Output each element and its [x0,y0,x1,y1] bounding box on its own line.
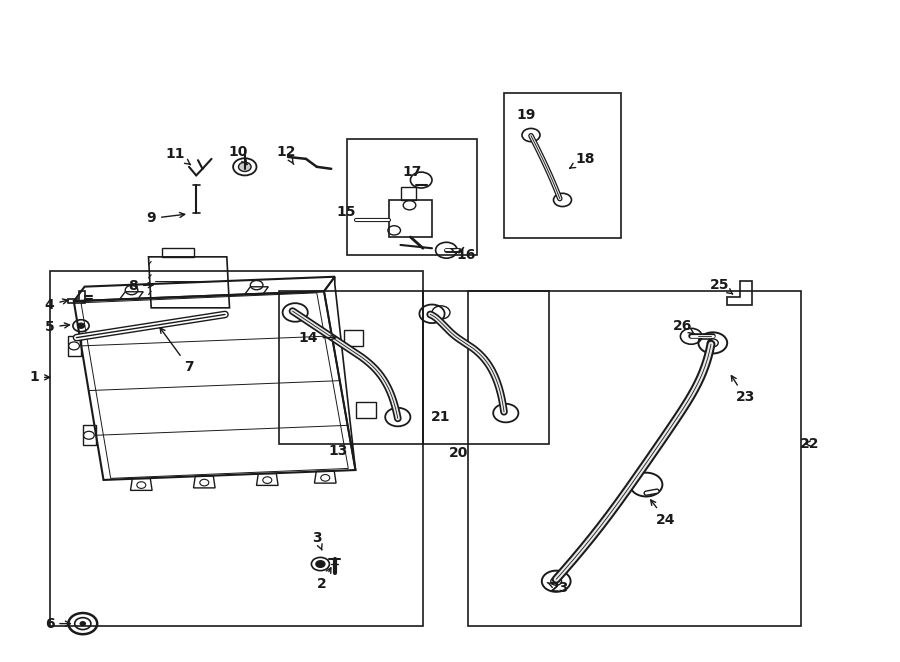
Text: 20: 20 [449,446,469,461]
Text: 19: 19 [517,108,536,122]
Bar [346,139,477,255]
Text: 12: 12 [276,145,296,164]
Text: 17: 17 [402,165,422,179]
Bar [468,291,801,626]
Text: 5: 5 [45,320,69,334]
Text: 8: 8 [129,279,153,293]
Text: 11: 11 [166,146,191,165]
Text: 22: 22 [800,436,820,451]
Text: 9: 9 [147,211,184,226]
Text: 4: 4 [45,297,68,312]
Bar [279,291,423,444]
Circle shape [238,162,251,171]
Bar [423,291,549,444]
Text: 2: 2 [318,568,331,591]
Text: 3: 3 [312,530,322,550]
Text: 7: 7 [160,328,194,375]
Bar [344,330,364,346]
Text: 24: 24 [651,500,676,527]
Circle shape [77,323,85,328]
Bar [504,93,621,238]
Text: 1: 1 [30,370,50,385]
Text: 6: 6 [45,616,70,631]
Text: 25: 25 [710,277,733,294]
Text: 13: 13 [328,444,348,459]
Text: 15: 15 [337,205,356,219]
Text: 23: 23 [547,581,570,595]
Text: 10: 10 [229,145,248,165]
Text: 23: 23 [732,375,755,404]
Bar [356,402,376,418]
Text: 16: 16 [451,248,476,262]
Text: 21: 21 [431,410,451,424]
Circle shape [316,561,325,567]
Bar [50,271,423,626]
Text: 14: 14 [298,330,336,345]
Text: 18: 18 [570,152,595,168]
Circle shape [80,622,86,626]
Text: 26: 26 [672,318,695,334]
